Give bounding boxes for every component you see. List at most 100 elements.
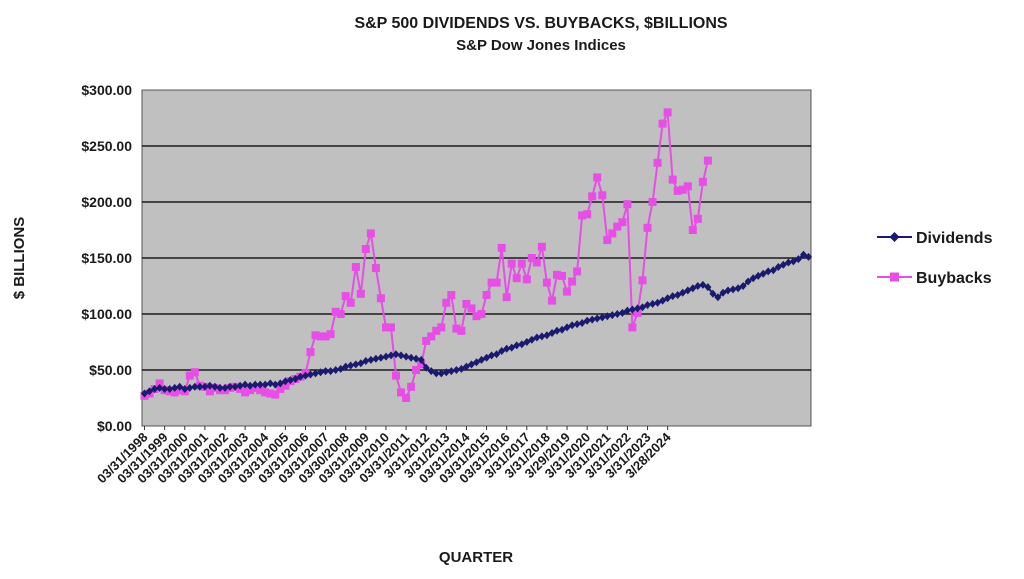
data-point-dividends: [417, 355, 425, 364]
y-tick-label: $300.00: [81, 82, 132, 98]
data-point-buybacks: [427, 332, 436, 341]
data-point-dividends: [161, 385, 169, 393]
series-dividends: [141, 250, 812, 398]
data-point-buybacks: [462, 299, 471, 308]
data-point-buybacks: [688, 226, 697, 234]
data-point-dividends: [704, 283, 712, 292]
data-point-dividends: [669, 292, 677, 301]
data-point-buybacks: [578, 211, 587, 220]
data-point-buybacks: [205, 387, 214, 396]
data-point-dividends: [357, 359, 365, 368]
data-point-buybacks: [648, 198, 657, 206]
data-point-dividends: [387, 351, 395, 360]
data-point-dividends: [206, 381, 214, 390]
data-point-dividends: [296, 372, 304, 381]
data-point-buybacks: [397, 388, 405, 397]
data-point-dividends: [603, 312, 611, 321]
data-point-dividends: [457, 364, 465, 373]
data-point-dividends: [226, 382, 234, 391]
data-point-buybacks: [246, 386, 255, 395]
data-point-buybacks: [467, 304, 476, 313]
data-point-buybacks: [437, 323, 446, 332]
data-point-dividends: [779, 260, 787, 269]
data-point-buybacks: [668, 175, 677, 184]
data-point-dividends: [588, 315, 596, 324]
data-point-buybacks: [618, 218, 627, 227]
data-point-buybacks: [517, 259, 526, 268]
data-point-dividends: [744, 277, 752, 286]
data-point-dividends: [312, 369, 319, 378]
data-point-dividends: [261, 380, 269, 389]
data-point-buybacks: [653, 158, 662, 167]
data-point-dividends: [649, 299, 657, 308]
data-point-dividends: [659, 296, 667, 305]
data-point-dividends: [774, 263, 782, 271]
data-point-buybacks: [422, 336, 431, 345]
data-point-buybacks: [417, 360, 426, 369]
data-point-dividends: [528, 335, 536, 344]
data-point-buybacks: [593, 173, 602, 182]
data-point-dividends: [789, 257, 797, 266]
data-point-buybacks: [507, 259, 516, 268]
data-point-buybacks: [553, 270, 561, 279]
data-point-dividends: [493, 350, 501, 359]
data-point-buybacks: [341, 292, 350, 301]
data-point-dividends: [709, 289, 717, 298]
data-point-dividends: [800, 250, 807, 259]
data-point-buybacks: [271, 390, 280, 399]
series-layer: [140, 108, 812, 402]
data-point-dividends: [372, 354, 380, 363]
data-point-buybacks: [698, 177, 707, 186]
data-point-dividends: [478, 355, 485, 364]
data-point-buybacks: [356, 289, 365, 298]
data-point-buybacks: [527, 254, 536, 262]
data-point-dividends: [146, 387, 153, 396]
data-point-dividends: [749, 274, 757, 283]
data-point-dividends: [759, 269, 767, 278]
data-point-buybacks: [492, 278, 501, 287]
data-point-buybacks: [502, 293, 511, 302]
data-point-dividends: [201, 382, 209, 391]
data-point-buybacks: [311, 331, 320, 340]
data-point-dividends: [558, 325, 566, 334]
data-point-dividends: [623, 306, 631, 315]
data-point-buybacks: [548, 296, 556, 305]
data-point-dividends: [462, 362, 470, 371]
data-point-dividends: [251, 380, 259, 389]
data-point-dividends: [271, 380, 279, 389]
data-point-buybacks: [522, 275, 531, 284]
data-point-buybacks: [563, 287, 571, 296]
data-point-dividends: [729, 285, 737, 294]
data-point-buybacks: [608, 229, 617, 238]
data-point-dividends: [276, 379, 284, 388]
data-point-buybacks: [155, 379, 164, 388]
data-point-buybacks: [457, 326, 466, 335]
data-point-dividends: [332, 366, 340, 374]
data-point-dividends: [166, 385, 174, 393]
data-point-buybacks: [387, 323, 395, 332]
data-point-dividends: [784, 258, 792, 267]
y-tick-label: $50.00: [89, 362, 132, 378]
data-point-buybacks: [266, 389, 275, 398]
data-point-buybacks: [170, 388, 179, 397]
legend-marker-dividends: [889, 232, 900, 242]
legend: Dividends Buybacks: [877, 230, 993, 287]
data-point-dividends: [613, 310, 621, 318]
data-point-dividends: [498, 347, 506, 355]
data-point-dividends: [538, 332, 546, 341]
data-point-buybacks: [542, 278, 551, 287]
data-point-buybacks: [643, 223, 652, 232]
data-point-dividends: [533, 333, 541, 342]
data-point-buybacks: [532, 258, 541, 267]
data-point-dividends: [442, 368, 450, 377]
chart-title: S&P 500 DIVIDENDS VS. BUYBACKS, $BILLION…: [354, 15, 727, 32]
data-point-dividends: [407, 353, 415, 362]
data-point-dividends: [664, 294, 672, 303]
data-point-dividends: [302, 371, 309, 380]
data-point-dividends: [176, 382, 184, 391]
data-point-buybacks: [663, 108, 672, 117]
data-point-dividends: [221, 383, 229, 392]
data-point-dividends: [397, 351, 405, 360]
